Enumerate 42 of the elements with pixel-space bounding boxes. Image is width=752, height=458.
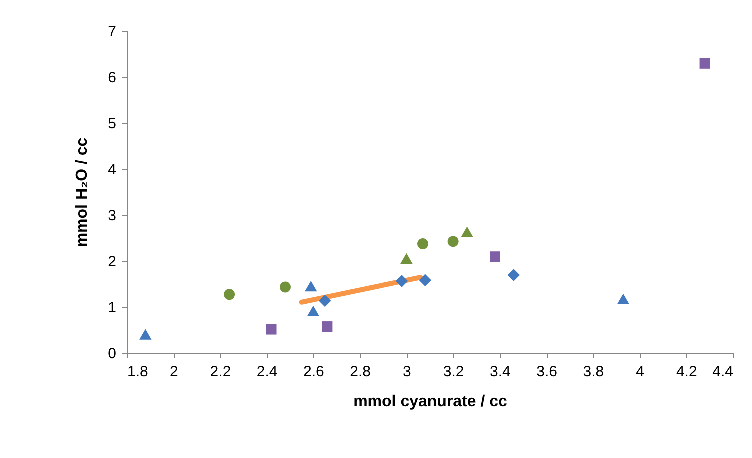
point: [266, 324, 277, 335]
x-tick-label: 3.8: [583, 364, 604, 380]
point: [461, 226, 474, 238]
point: [418, 238, 428, 250]
point: [318, 294, 332, 308]
y-tick-label: 2: [108, 254, 116, 270]
point: [700, 58, 710, 69]
x-tick-label: 3: [403, 364, 412, 380]
x-tick-label: 4.2: [676, 364, 698, 380]
y-tick-label: 5: [108, 116, 116, 132]
point: [280, 282, 291, 293]
x-tick-label: 2.6: [304, 364, 324, 380]
point: [419, 274, 432, 286]
x-tick-label: 4: [636, 364, 644, 380]
x-axis-title: mmol cyanurate / cc: [354, 394, 508, 410]
y-tick-label: 4: [108, 162, 116, 178]
y-tick-label: 1: [108, 300, 116, 316]
y-tick-label: 0: [108, 346, 116, 362]
point: [307, 306, 320, 316]
x-tick-label: 2.2: [210, 364, 232, 380]
point: [448, 236, 459, 248]
x-tick-label: 3.2: [443, 364, 464, 380]
point: [322, 322, 333, 332]
point: [396, 275, 408, 288]
point: [508, 269, 520, 282]
x-tick-label: 2: [170, 364, 178, 380]
x-tick-label: 3.4: [490, 364, 511, 380]
point: [305, 280, 318, 292]
point: [140, 329, 152, 340]
x-tick-label: 2.4: [256, 364, 278, 380]
x-tick-label: 1.8: [128, 364, 148, 380]
y-axis-title: mmol H₂O / cc: [74, 138, 92, 248]
y-tick-label: 3: [108, 208, 116, 224]
point: [224, 289, 236, 300]
point: [400, 253, 413, 264]
x-tick-label: 3.6: [536, 364, 558, 380]
x-tick-label: 4.4: [712, 364, 734, 380]
x-tick-label: 2.8: [350, 364, 372, 380]
point: [490, 252, 501, 262]
y-tick-label: 7: [108, 24, 116, 40]
point: [617, 294, 630, 304]
y-tick-label: 6: [108, 70, 116, 86]
